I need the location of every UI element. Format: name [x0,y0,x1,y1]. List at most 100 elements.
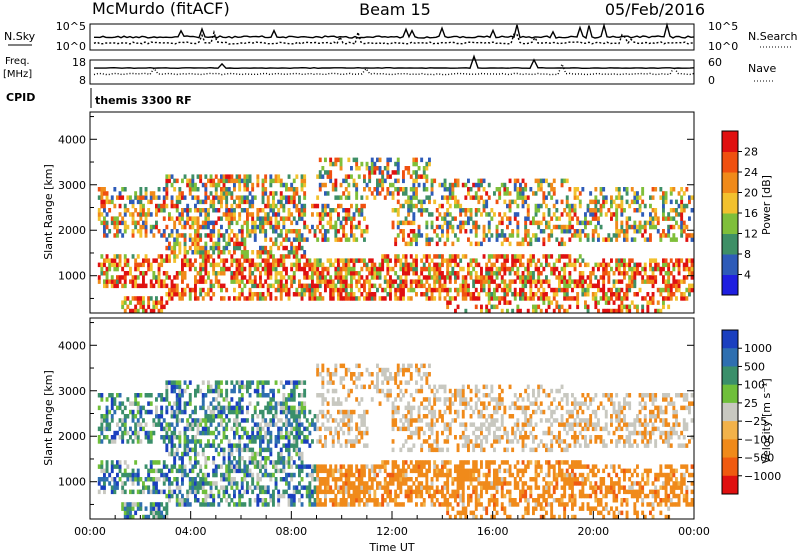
velocity-cell [292,447,296,453]
velocity-cell [186,435,190,440]
power-cell [256,250,260,255]
velocity-cell [152,510,156,516]
power-cell [480,275,483,280]
power-cell [207,233,210,238]
velocity-cell [240,418,244,423]
power-cell [649,279,652,284]
power-cell [396,220,400,226]
power-cell [558,283,561,289]
power-cell [355,203,359,209]
power-cell [454,182,457,188]
power-cell [480,283,483,289]
power-cell [417,174,421,179]
power-cell [474,191,478,196]
power-cell [602,203,606,209]
power-cell [214,195,218,200]
power-cell [446,199,450,205]
velocity-cell [152,477,156,482]
power-cell [97,195,101,200]
velocity-cell [342,464,346,469]
power-cell [175,275,179,280]
velocity-cell [233,430,236,436]
power-cell [352,296,356,301]
power-cell [178,212,182,217]
power-cell [482,279,486,284]
power-cell [103,224,106,230]
power-cell [318,275,322,280]
power-cell [134,283,138,289]
velocity-cell [240,447,244,453]
velocity-cell [168,435,171,440]
velocity-cell [287,493,291,499]
power-cell [155,300,158,305]
power-cell [610,216,613,221]
power-cell [339,237,343,242]
power-cell [318,271,322,276]
power-cell [381,266,385,272]
velocity-cell [264,393,268,398]
power-cell [646,220,650,226]
power-cell [355,296,359,301]
power-cell [277,208,281,213]
power-cell [165,178,169,184]
power-cell [230,174,234,179]
power-cell [313,203,317,209]
velocity-cell [194,447,197,453]
power-cell [532,279,535,284]
power-cell [433,275,437,280]
power-cell [529,258,533,263]
power-cell [105,199,109,205]
power-cell [389,292,392,297]
power-cell [287,174,291,179]
power-cell [259,279,262,284]
power-cell [316,296,320,301]
velocity-cell [352,439,356,444]
power-cell [688,216,691,221]
velocity-cell [225,380,229,385]
power-cell [311,279,314,284]
power-cell [675,287,678,293]
velocity-cell [316,502,320,507]
power-cell [589,208,593,213]
power-cell [264,271,268,276]
power-cell [225,208,229,213]
velocity-cell [175,409,179,415]
power-cell [537,296,541,301]
power-cell [568,296,572,301]
power-cell [495,254,499,259]
power-cell [233,208,236,213]
power-cell [149,308,153,314]
power-cell [266,195,270,200]
power-cell [230,203,234,209]
velocity-cell [175,418,179,423]
power-cell [667,292,671,297]
power-cell [261,250,265,255]
power-cell [417,275,421,280]
power-cell [285,237,288,242]
power-cell [581,283,585,289]
power-cell [516,266,520,272]
power-cell [545,254,548,259]
power-cell [264,266,268,272]
power-cell [298,245,301,251]
power-cell [313,266,317,272]
power-cell [503,262,507,268]
velocity-cell [233,418,236,423]
power-cell [311,275,314,280]
power-cell [274,224,278,230]
power-cell [550,271,554,276]
velocity-cell [295,443,299,448]
power-cell [628,216,632,221]
velocity-cell [318,489,322,495]
power-cell [191,241,195,247]
power-cell [389,279,392,284]
power-cell [625,304,629,310]
velocity-cell [290,409,294,415]
power-cell [181,296,184,301]
power-cell [391,283,395,289]
velocity-cell [352,409,356,415]
noise-right-label: N.Search [748,30,798,43]
power-cell [542,229,546,234]
power-cell [617,229,621,234]
velocity-cell [316,426,320,432]
